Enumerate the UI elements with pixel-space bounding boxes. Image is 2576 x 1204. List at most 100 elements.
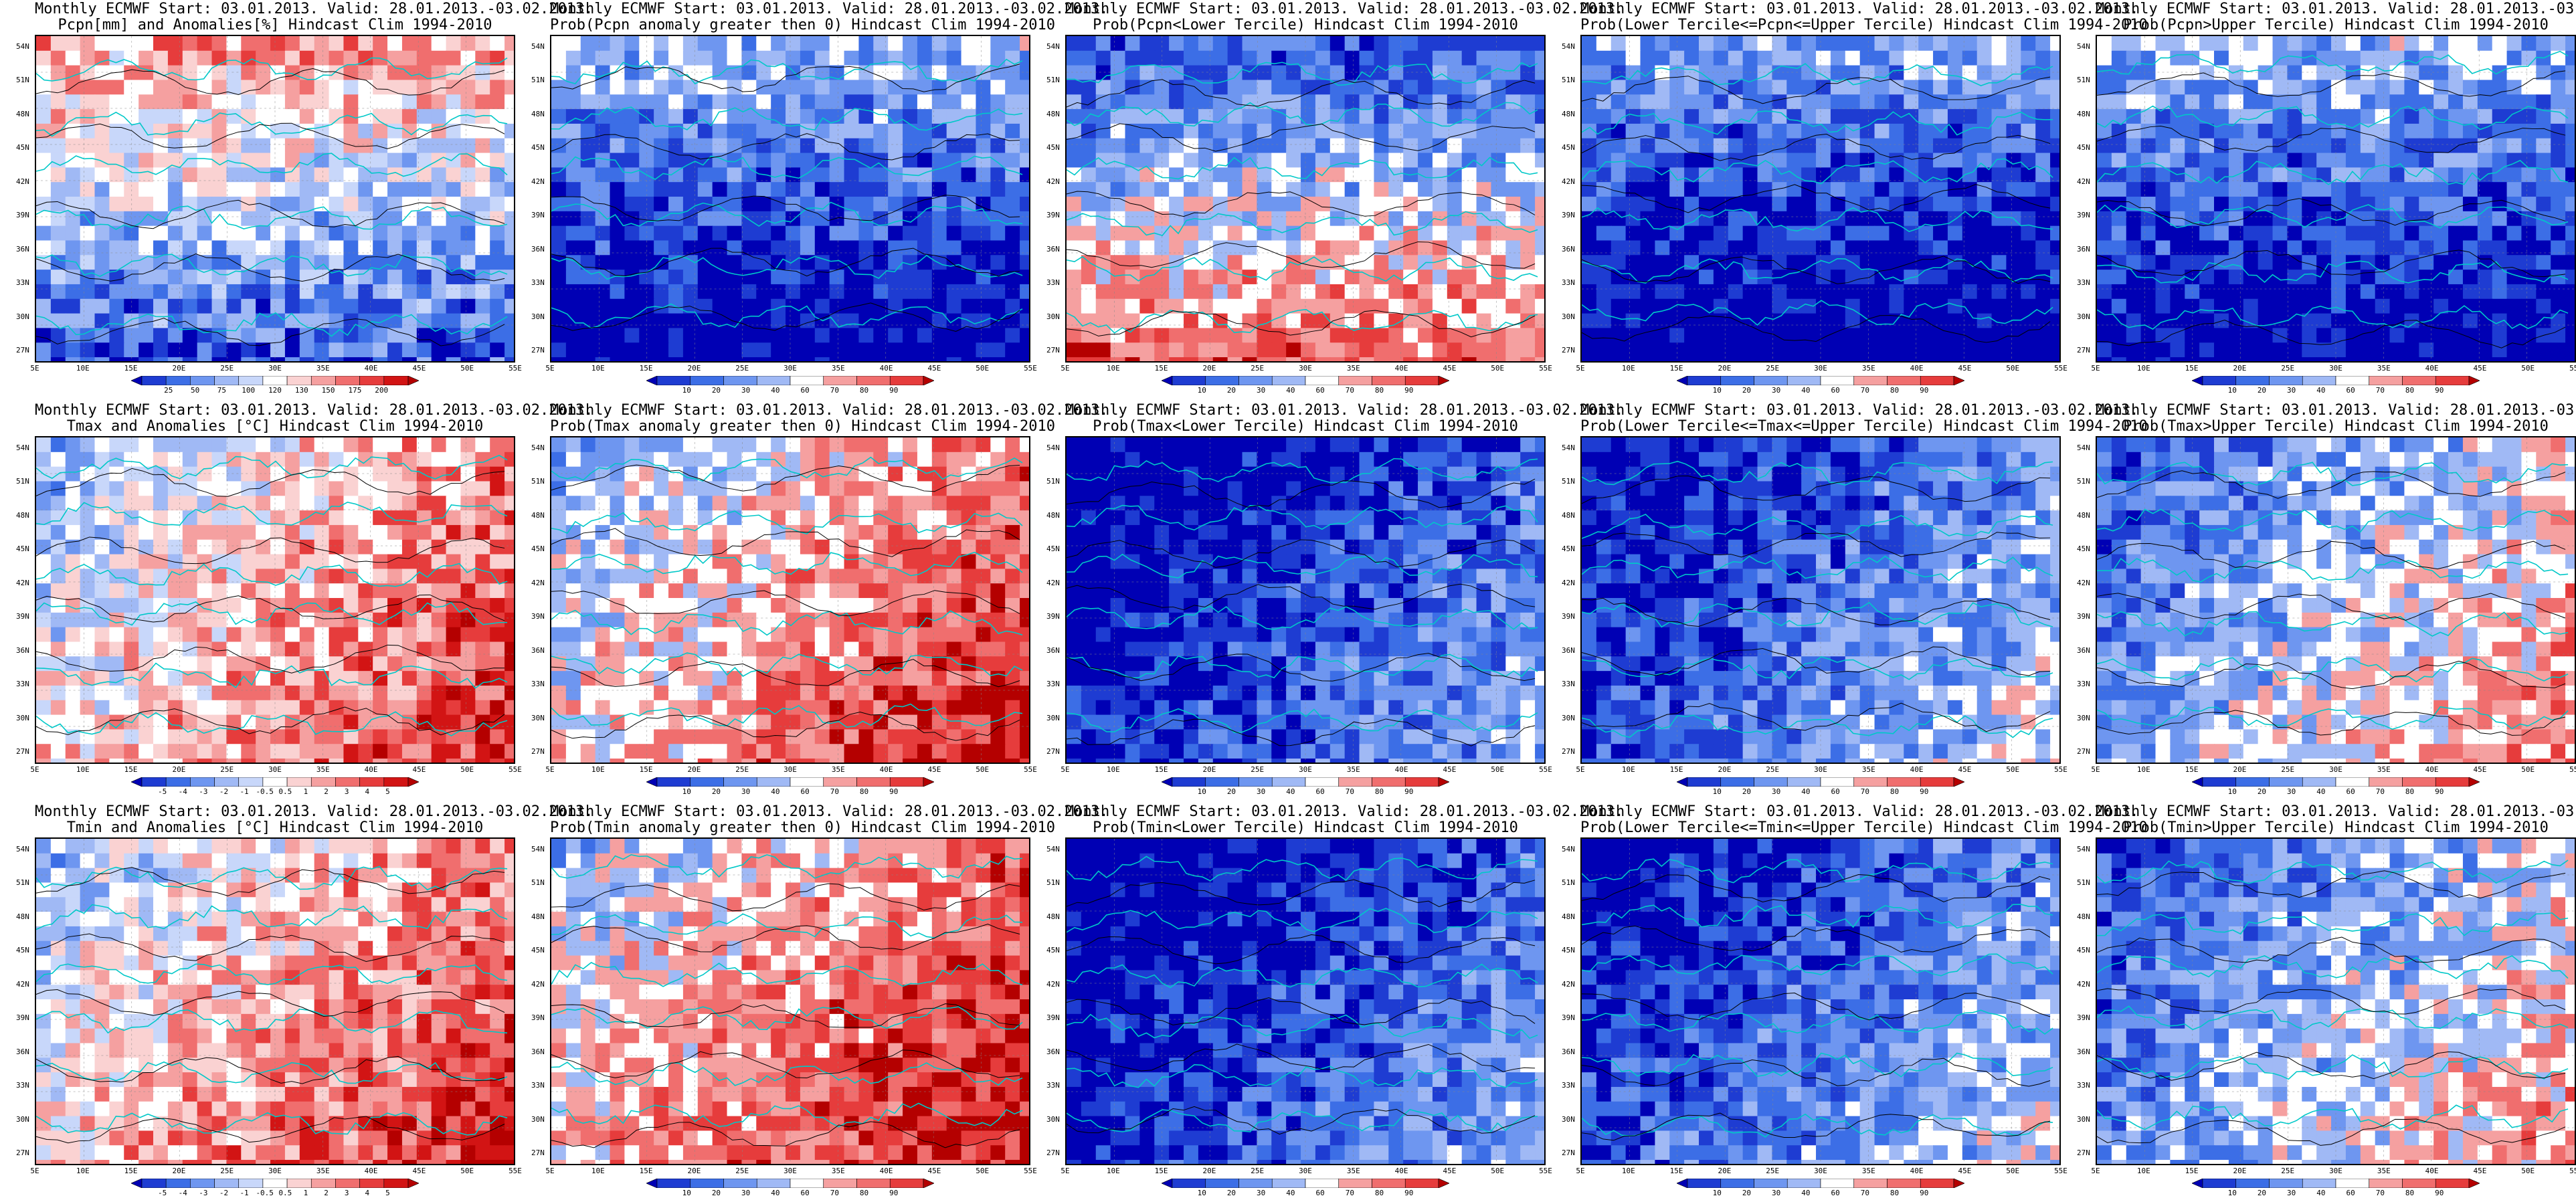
field-cell (270, 357, 286, 361)
field-cell (241, 583, 257, 599)
field-cell (299, 109, 315, 124)
field-cell (1212, 94, 1228, 110)
field-cell (256, 94, 272, 110)
field-cell (1329, 197, 1346, 212)
field-cell (226, 109, 242, 124)
field-cell (2477, 313, 2493, 329)
field-cell (284, 729, 300, 745)
field-cell (256, 744, 272, 760)
field-cell (946, 197, 962, 212)
field-cell (1212, 50, 1228, 66)
field-cell (504, 211, 514, 227)
field-cell (1315, 65, 1331, 81)
field-cell (580, 65, 596, 81)
field-cell (1432, 255, 1448, 271)
field-cell (888, 197, 904, 212)
field-cell (358, 65, 374, 81)
field-cell (36, 123, 52, 139)
field-cell (299, 759, 315, 763)
field-cell (167, 36, 183, 52)
field-cell (1845, 182, 1861, 198)
field-cell (961, 240, 977, 256)
field-cell (741, 225, 757, 241)
field-cell (197, 539, 213, 555)
field-cell (2214, 284, 2229, 300)
field-cell (858, 255, 875, 271)
field-cell (284, 744, 300, 760)
field-cell (446, 641, 462, 658)
colorbar-segment (131, 777, 143, 787)
field-cell (2331, 211, 2347, 227)
field-cell (358, 109, 374, 124)
field-cell (2521, 342, 2537, 359)
field-cell (431, 240, 447, 256)
field-cell (565, 167, 581, 183)
field-cell (182, 138, 198, 154)
latitude-tick-label: 30N (1562, 312, 1575, 321)
field-cell (668, 138, 684, 154)
field-cell (460, 153, 476, 169)
field-cell (727, 270, 743, 285)
field-cell (800, 50, 816, 66)
field-cell (299, 700, 315, 716)
field-cell (139, 583, 155, 599)
field-cell (1184, 80, 1199, 96)
field-cell (446, 65, 462, 81)
field-cell (771, 123, 787, 139)
field-cell (1271, 270, 1287, 285)
field-cell (241, 671, 257, 686)
field-cell (299, 270, 315, 285)
field-cell (1976, 225, 1993, 241)
field-cell (961, 36, 977, 52)
field-cell (1991, 328, 2007, 344)
field-cell (139, 554, 155, 570)
field-cell (1184, 328, 1199, 344)
field-cell (2097, 240, 2112, 256)
field-cell (931, 284, 947, 300)
field-cell (1095, 284, 1111, 300)
field-cell (1991, 153, 2007, 169)
field-cell (94, 554, 110, 570)
field-cell (197, 452, 213, 468)
field-cell (314, 357, 330, 361)
field-cell (2521, 182, 2537, 198)
longitude-tick-label: 40E (1910, 364, 1924, 373)
field-cell (1520, 138, 1536, 154)
contour-line (2097, 198, 2566, 227)
field-cell (771, 182, 787, 198)
colorbar-tick-label: 60 (2346, 386, 2355, 395)
field-cell (2551, 197, 2567, 212)
field-cell (1918, 298, 1934, 314)
colorbar: 10 20 30 40 60 70 80 90 (646, 376, 934, 396)
coastline (1067, 62, 1538, 86)
field-cell (1242, 36, 1258, 52)
field-cell (1257, 298, 1273, 314)
field-cell (1432, 298, 1448, 314)
field-cell (80, 284, 96, 300)
field-cell (1933, 94, 1948, 110)
field-cell (1520, 357, 1536, 361)
field-cell (2375, 342, 2391, 359)
field-cell (167, 729, 183, 745)
field-cell (314, 270, 330, 285)
field-cell (2419, 240, 2435, 256)
field-cell (2006, 197, 2022, 212)
field-cell (36, 211, 52, 227)
field-cell (153, 225, 169, 241)
field-cell (2050, 94, 2059, 110)
field-cell (1918, 80, 1934, 96)
field-cell (197, 211, 213, 227)
field-cell (1845, 123, 1861, 139)
field-cell (2433, 65, 2450, 81)
field-cell (314, 744, 330, 760)
field-cell (94, 612, 110, 628)
field-cell (36, 510, 52, 526)
field-cell (256, 357, 272, 361)
field-cell (182, 598, 198, 613)
colorbar-tick-label: 100 (242, 386, 256, 395)
field-cell (1728, 167, 1744, 183)
field-cell (1447, 342, 1463, 359)
field-cell (1476, 342, 1492, 359)
field-cell (256, 225, 272, 241)
field-cell (197, 685, 213, 701)
